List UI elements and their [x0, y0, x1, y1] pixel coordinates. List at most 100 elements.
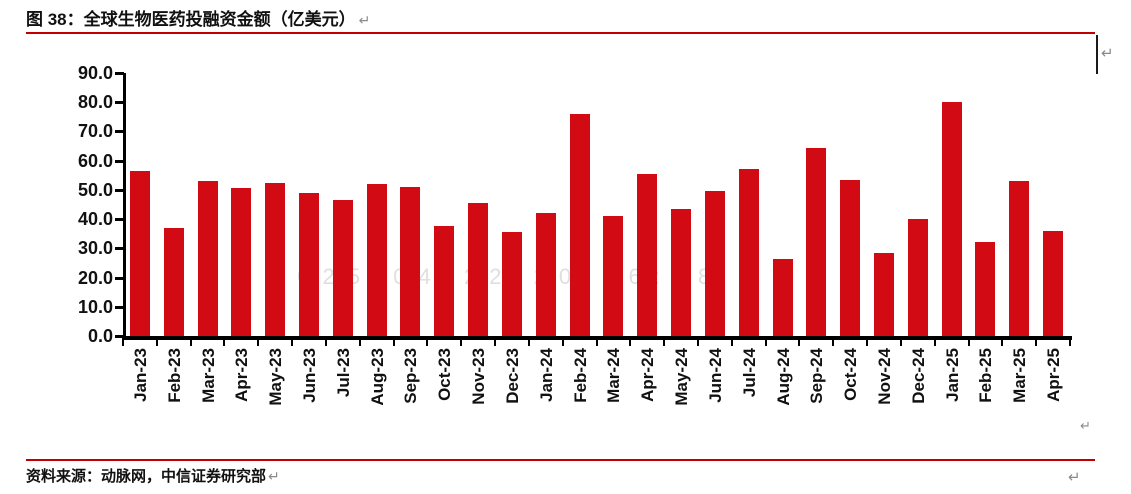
y-tick-label: 0.0	[87, 326, 113, 346]
x-tick-mark	[1001, 336, 1004, 346]
paragraph-mark-icon: ↵	[1101, 45, 1114, 62]
bar-Feb-24	[569, 114, 590, 336]
y-tick-mark	[115, 218, 124, 222]
x-tick-mark	[358, 336, 361, 346]
bar-Oct-24	[840, 180, 861, 336]
paragraph-mark-icon: ↵	[268, 468, 280, 484]
bar-Mar-25	[1009, 181, 1030, 336]
bar-Mar-24	[603, 216, 624, 336]
x-axis-line	[123, 336, 1072, 340]
y-tick-mark	[115, 335, 124, 338]
bar-chart: 2025-04-22 20:56:18 0.0 10.0 20.0 30.0 40.0 5…	[0, 40, 1131, 440]
source-caption: 资料来源：动脉网，中信证券研究部 ↵	[26, 465, 280, 486]
y-tick-label: 80.0	[77, 92, 113, 113]
y-tick-label: 70.0	[77, 121, 113, 142]
x-tick-label: Sep-24	[807, 348, 827, 404]
y-tick-mark	[115, 247, 124, 251]
x-tick-mark	[155, 336, 158, 346]
text-cursor	[1096, 35, 1098, 74]
x-tick-label: Jan-24	[536, 348, 556, 402]
bar-Apr-24	[637, 174, 658, 336]
bar-Oct-23	[434, 226, 455, 336]
x-tick-label: Jun-23	[300, 348, 320, 403]
bar-Jul-24	[738, 169, 759, 336]
x-tick-label: Feb-23	[164, 348, 184, 403]
x-tick-label: Jan-25	[942, 348, 962, 402]
x-tick-mark	[798, 336, 801, 346]
x-tick-mark	[561, 336, 564, 346]
y-tick-mark	[115, 305, 124, 309]
x-tick-label: Feb-25	[976, 348, 996, 403]
x-tick-label: Sep-23	[401, 348, 421, 404]
bar-Jan-24	[535, 213, 556, 336]
x-tick-label: Apr-25	[1044, 348, 1064, 402]
y-tick-mark	[115, 188, 124, 192]
bar-Jul-23	[332, 200, 353, 336]
bar-Sep-24	[806, 148, 827, 336]
x-tick-mark	[899, 336, 902, 346]
x-tick-mark	[933, 336, 936, 346]
x-tick-mark	[122, 336, 124, 346]
x-tick-mark	[866, 336, 869, 346]
x-tick-mark	[696, 336, 699, 346]
x-tick-mark	[967, 336, 970, 346]
y-tick-label: 30.0	[77, 238, 113, 259]
x-tick-mark	[426, 336, 429, 346]
figure-title: 图 38：全球生物医药投融资金额（亿美元）	[26, 10, 356, 29]
bar-Jan-23	[129, 171, 150, 336]
x-tick-label: Jul-23	[333, 348, 353, 398]
x-tick-label: May-23	[266, 348, 286, 406]
x-tick-mark	[223, 336, 226, 346]
x-tick-label: Mar-24	[604, 348, 624, 403]
source-text: 资料来源：动脉网，中信证券研究部	[26, 468, 267, 485]
y-tick-mark	[115, 130, 124, 134]
plot-area	[123, 73, 1070, 336]
bar-Feb-25	[975, 242, 996, 336]
x-tick-mark	[832, 336, 835, 346]
bar-Nov-23	[468, 203, 489, 336]
bar-Jun-24	[704, 191, 725, 336]
bar-Mar-23	[197, 181, 218, 336]
y-tick-label: 60.0	[77, 150, 113, 171]
x-tick-label: Nov-24	[874, 348, 894, 405]
x-tick-mark	[595, 336, 598, 346]
x-tick-label: Jul-24	[739, 348, 759, 398]
bar-Apr-25	[1043, 231, 1064, 336]
x-tick-label: Jan-23	[130, 348, 150, 402]
x-tick-label: Aug-24	[773, 348, 793, 406]
bar-May-24	[671, 209, 692, 336]
y-tick-mark	[115, 101, 124, 105]
x-tick-mark	[189, 336, 192, 346]
bar-Jun-23	[299, 193, 320, 336]
bar-Nov-24	[873, 253, 894, 336]
y-tick-mark	[115, 72, 124, 75]
x-tick-mark	[730, 336, 733, 346]
x-tick-mark	[629, 336, 632, 346]
bar-Aug-23	[366, 184, 387, 336]
x-tick-label: Apr-24	[638, 348, 658, 402]
bar-Jan-25	[941, 102, 962, 336]
bar-Dec-24	[907, 219, 928, 336]
x-tick-label: Mar-23	[198, 348, 218, 403]
x-tick-label: Feb-24	[570, 348, 590, 403]
paragraph-mark-icon: ↵	[358, 12, 371, 28]
x-tick-mark	[764, 336, 767, 346]
x-tick-label: May-24	[672, 348, 692, 406]
x-tick-label: Dec-24	[908, 348, 928, 404]
paragraph-mark-icon: ↵	[1080, 418, 1091, 433]
y-tick-mark	[115, 159, 124, 163]
x-tick-mark	[460, 336, 463, 346]
y-tick-label: 90.0	[77, 63, 113, 83]
y-tick-label: 50.0	[77, 179, 113, 200]
bar-Apr-23	[231, 188, 252, 336]
x-tick-mark	[1035, 336, 1038, 346]
x-tick-mark	[257, 336, 260, 346]
x-tick-label: Oct-23	[435, 348, 455, 401]
x-tick-mark	[392, 336, 395, 346]
source-divider-line	[26, 459, 1095, 461]
figure-caption: 图 38：全球生物医药投融资金额（亿美元） ↵	[26, 5, 370, 30]
y-tick-label: 10.0	[77, 296, 113, 317]
x-tick-mark	[291, 336, 294, 346]
x-tick-label: Jun-24	[705, 348, 725, 403]
